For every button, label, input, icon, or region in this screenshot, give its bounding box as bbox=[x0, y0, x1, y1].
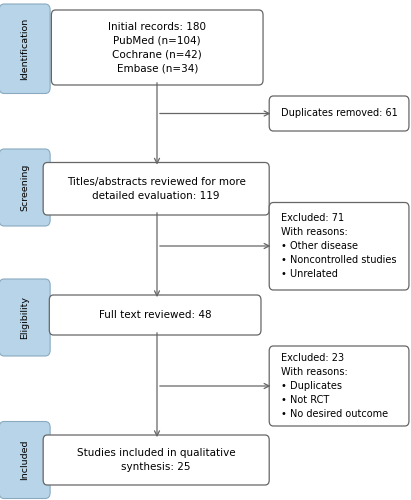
FancyBboxPatch shape bbox=[0, 4, 50, 94]
FancyBboxPatch shape bbox=[49, 295, 261, 335]
Text: Eligibility: Eligibility bbox=[20, 296, 29, 339]
FancyBboxPatch shape bbox=[43, 435, 269, 485]
FancyBboxPatch shape bbox=[0, 422, 50, 498]
Text: Included: Included bbox=[20, 440, 29, 480]
Text: Studies included in qualitative
synthesis: 25: Studies included in qualitative synthesi… bbox=[77, 448, 236, 472]
Text: Initial records: 180
PubMed (n=104)
Cochrane (n=42)
Embase (n=34): Initial records: 180 PubMed (n=104) Coch… bbox=[108, 22, 206, 74]
FancyBboxPatch shape bbox=[43, 162, 269, 215]
Text: Screening: Screening bbox=[20, 164, 29, 211]
FancyBboxPatch shape bbox=[0, 149, 50, 226]
Text: Full text reviewed: 48: Full text reviewed: 48 bbox=[99, 310, 212, 320]
FancyBboxPatch shape bbox=[269, 346, 409, 426]
FancyBboxPatch shape bbox=[269, 202, 409, 290]
Text: Excluded: 23
With reasons:
• Duplicates
• Not RCT
• No desired outcome: Excluded: 23 With reasons: • Duplicates … bbox=[281, 353, 388, 419]
FancyBboxPatch shape bbox=[0, 279, 50, 356]
Text: Titles/abstracts reviewed for more
detailed evaluation: 119: Titles/abstracts reviewed for more detai… bbox=[67, 177, 246, 201]
Text: Identification: Identification bbox=[20, 18, 29, 80]
FancyBboxPatch shape bbox=[51, 10, 263, 85]
Text: Excluded: 71
With reasons:
• Other disease
• Noncontrolled studies
• Unrelated: Excluded: 71 With reasons: • Other disea… bbox=[281, 213, 396, 279]
FancyBboxPatch shape bbox=[269, 96, 409, 131]
Text: Duplicates removed: 61: Duplicates removed: 61 bbox=[281, 108, 397, 118]
